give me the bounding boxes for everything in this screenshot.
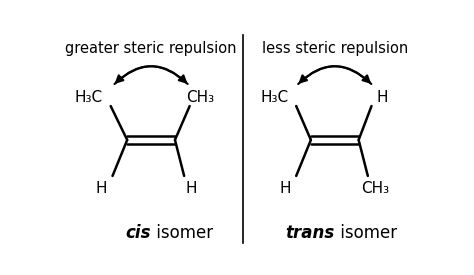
Text: cis: cis [126,224,151,242]
Text: H: H [96,181,107,196]
Text: H: H [279,181,291,196]
Text: H: H [377,90,388,105]
Text: less steric repulsion: less steric repulsion [262,42,408,56]
Text: isomer: isomer [335,224,397,242]
Text: trans: trans [285,224,335,242]
Text: H: H [186,181,197,196]
Text: H₃C: H₃C [260,90,288,105]
Text: CH₃: CH₃ [187,90,215,105]
Text: H₃C: H₃C [74,90,103,105]
Text: isomer: isomer [151,224,213,242]
Text: greater steric repulsion: greater steric repulsion [65,42,237,56]
Text: CH₃: CH₃ [361,181,389,196]
